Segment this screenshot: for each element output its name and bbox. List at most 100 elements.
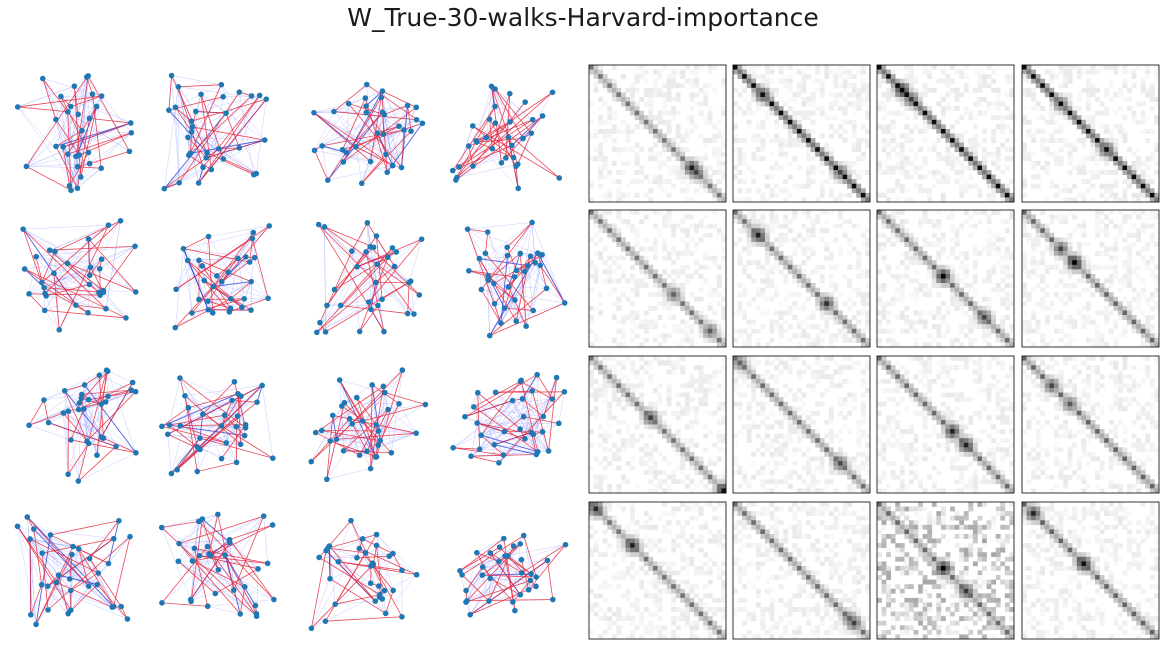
graph-node <box>239 304 245 310</box>
graph-node <box>209 310 216 316</box>
graph-node <box>393 249 400 255</box>
graph-node <box>419 120 426 127</box>
graph-node <box>381 328 387 335</box>
matrix-frame <box>588 501 727 640</box>
graph-node <box>520 413 527 420</box>
nodes <box>449 83 563 192</box>
graph-node <box>413 571 420 578</box>
graph-node <box>550 596 556 603</box>
graph-node <box>94 452 100 458</box>
graph-node <box>399 567 405 574</box>
graph-node <box>86 555 93 562</box>
graph-node <box>52 248 58 255</box>
graph-node <box>86 160 93 167</box>
graph-node <box>532 259 538 266</box>
graph-node <box>464 226 471 232</box>
graph-node <box>73 302 79 308</box>
graph-node <box>362 549 369 556</box>
graph-node <box>483 134 490 141</box>
graph-node <box>105 560 112 567</box>
graph-node <box>98 93 105 99</box>
graph-node <box>533 583 539 590</box>
graph-node <box>529 116 536 123</box>
graph-node <box>24 514 31 520</box>
graph-node <box>337 302 344 309</box>
graph-node <box>312 429 319 436</box>
matrix-frame <box>588 209 727 348</box>
graph-node <box>388 449 395 456</box>
nodes <box>26 367 139 484</box>
matrix-panel <box>732 355 871 494</box>
graph-node <box>218 455 225 462</box>
graph-node <box>509 142 515 149</box>
graph-node <box>513 267 520 274</box>
graph-node <box>513 318 520 324</box>
graph-node <box>102 399 109 405</box>
graph-node <box>127 533 133 540</box>
graph-node <box>377 437 384 444</box>
graph-node <box>359 418 366 424</box>
graph-node <box>553 374 560 381</box>
graph-node <box>85 149 92 156</box>
graph-node <box>381 587 388 594</box>
graph-node <box>21 266 28 272</box>
graph-node <box>489 145 496 152</box>
graph-node <box>248 307 254 313</box>
graph-node <box>14 523 21 530</box>
matrix-frame <box>876 209 1015 348</box>
graph-node <box>422 401 429 408</box>
graph-node <box>177 375 183 381</box>
graph-node <box>166 107 172 113</box>
nodes <box>311 81 426 187</box>
graph-node <box>562 541 569 548</box>
graph-node <box>237 611 244 617</box>
graph-node <box>124 616 131 622</box>
graph-node <box>333 436 340 443</box>
graph-node <box>197 435 203 441</box>
graph-node <box>41 284 47 291</box>
graph-node <box>496 459 502 466</box>
graph-node <box>196 552 203 559</box>
graph-node <box>78 395 85 402</box>
graph-node <box>336 377 343 383</box>
graph-node <box>68 437 74 443</box>
graph-node <box>363 249 369 255</box>
matrix-cells <box>733 210 871 348</box>
graph-node <box>525 586 532 593</box>
graph-node <box>221 412 228 418</box>
graph-node <box>369 382 375 388</box>
graph-node <box>161 185 168 192</box>
matrix-panel <box>732 64 871 203</box>
matrix-panel <box>588 501 727 640</box>
graph-node <box>194 444 201 450</box>
graph-node <box>324 302 330 309</box>
graph-node <box>485 277 491 283</box>
graph-node <box>375 428 382 434</box>
graph-panels <box>14 72 569 632</box>
graph-node <box>463 599 469 605</box>
graph-node <box>376 583 382 589</box>
matrix-cells <box>1022 65 1160 203</box>
graph-node <box>325 545 331 551</box>
nodes <box>161 72 270 192</box>
graph-node <box>218 423 225 429</box>
graph-node <box>348 517 354 524</box>
graph-node <box>205 298 211 304</box>
graph-node <box>517 378 524 385</box>
graph-node <box>335 558 342 565</box>
graph-node <box>492 389 499 396</box>
graph-node <box>465 143 472 149</box>
graph-node <box>65 408 72 415</box>
graph-node <box>27 536 33 542</box>
graph-node <box>399 613 405 620</box>
matrix-frame <box>732 355 871 494</box>
graph-node <box>519 396 526 402</box>
nodes <box>464 219 568 339</box>
graph-node <box>533 451 540 458</box>
graph-node <box>61 387 68 394</box>
graph-node <box>504 244 510 251</box>
graph-node <box>364 448 370 455</box>
graph-node <box>390 587 396 594</box>
graph-node <box>398 164 405 171</box>
graph-node <box>556 175 563 181</box>
